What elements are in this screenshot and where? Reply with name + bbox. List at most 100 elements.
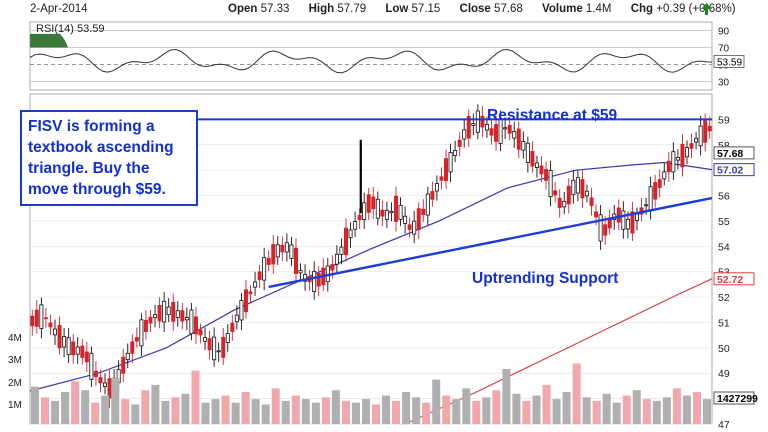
candle-body xyxy=(362,202,367,221)
candle-body xyxy=(330,264,335,271)
volume-bar xyxy=(382,395,391,424)
candle xyxy=(539,156,544,183)
candle-body xyxy=(275,244,280,258)
volume-bar xyxy=(672,388,681,424)
candle xyxy=(303,264,308,291)
candle-body xyxy=(689,143,694,149)
candle xyxy=(280,236,285,262)
candle-body xyxy=(184,317,189,321)
candle xyxy=(130,334,135,364)
price-tick-label: 47 xyxy=(718,419,730,431)
candle xyxy=(62,327,67,357)
candle xyxy=(316,266,321,297)
candle-body xyxy=(366,194,371,213)
candle xyxy=(384,201,389,229)
candle xyxy=(107,370,112,409)
candle xyxy=(221,328,226,366)
candle xyxy=(507,116,512,141)
volume-bar xyxy=(482,397,491,424)
volume-bar xyxy=(131,404,140,424)
candle-body xyxy=(580,179,585,199)
candle-body xyxy=(694,137,699,143)
candle xyxy=(662,163,667,186)
candle xyxy=(653,174,658,208)
candle-body xyxy=(594,211,599,218)
candle xyxy=(457,132,462,157)
candle-body xyxy=(284,242,289,253)
volume-bar xyxy=(81,390,90,424)
close-price-box-text: 57.68 xyxy=(717,148,743,160)
candle-body xyxy=(448,152,453,173)
ma200-line xyxy=(404,278,713,425)
candle xyxy=(230,314,235,341)
candle-body xyxy=(375,198,380,219)
candle-body xyxy=(193,316,198,335)
candle-body xyxy=(243,289,248,313)
volume-bar xyxy=(432,379,441,424)
candle xyxy=(375,191,380,226)
candle-body xyxy=(207,338,212,351)
candle-body xyxy=(416,208,421,230)
candle-body xyxy=(698,125,703,147)
candle xyxy=(43,307,48,328)
volume-bar xyxy=(512,393,521,424)
candle-body xyxy=(289,244,294,259)
candle xyxy=(157,297,162,329)
candle xyxy=(162,291,167,333)
volume-bar xyxy=(221,395,230,424)
candle-body xyxy=(707,125,712,132)
candle xyxy=(589,187,594,216)
close-price-box-frame xyxy=(713,146,755,160)
candle xyxy=(75,337,80,364)
candle-body xyxy=(671,151,676,173)
candle-body xyxy=(653,182,658,200)
candle xyxy=(80,339,85,365)
candle-body xyxy=(280,245,285,253)
open-value: 57.33 xyxy=(260,3,290,15)
rsi-tick-label: 90 xyxy=(718,27,730,38)
volume-bar xyxy=(31,386,40,424)
price-tick-label: 51 xyxy=(718,317,730,329)
candle-body xyxy=(134,337,139,342)
candle-body xyxy=(444,158,449,181)
candle-body xyxy=(344,227,348,256)
rsi-panel: RSI(14) 53.599070503053.59 xyxy=(29,21,745,91)
candle-body xyxy=(462,129,467,140)
volume-bar xyxy=(572,363,581,424)
candle xyxy=(71,334,76,364)
volume-bar xyxy=(442,395,451,424)
volume-bar xyxy=(261,404,270,424)
candle xyxy=(434,175,439,201)
candle-body xyxy=(662,171,667,180)
candle-body xyxy=(457,139,462,147)
candle xyxy=(348,222,353,248)
candle xyxy=(30,309,35,336)
volume-bar xyxy=(592,400,601,424)
volume-bar xyxy=(502,368,511,424)
candle xyxy=(53,319,57,345)
volume-bar xyxy=(372,404,381,424)
candle-body xyxy=(30,315,35,327)
price-tick-label: 55 xyxy=(718,216,730,228)
candle xyxy=(139,313,144,356)
candle-body xyxy=(84,351,89,363)
candle xyxy=(93,361,98,387)
volume-bar xyxy=(51,400,60,424)
candle xyxy=(371,186,376,219)
volume-bar xyxy=(642,399,651,424)
candle-body xyxy=(230,322,235,332)
candle xyxy=(394,186,398,232)
candle xyxy=(603,216,608,245)
support-label: Uptrending Support xyxy=(472,270,619,287)
price-tick-label: 52 xyxy=(718,292,730,304)
candle-body xyxy=(494,124,499,142)
candle xyxy=(353,211,358,237)
candle-body xyxy=(180,310,185,322)
volume-bar xyxy=(602,393,611,424)
candle-body xyxy=(80,345,85,358)
volume-bar xyxy=(542,384,551,424)
candle xyxy=(175,301,180,327)
candle xyxy=(425,186,430,226)
candle-body xyxy=(634,213,639,221)
candle xyxy=(698,116,703,156)
